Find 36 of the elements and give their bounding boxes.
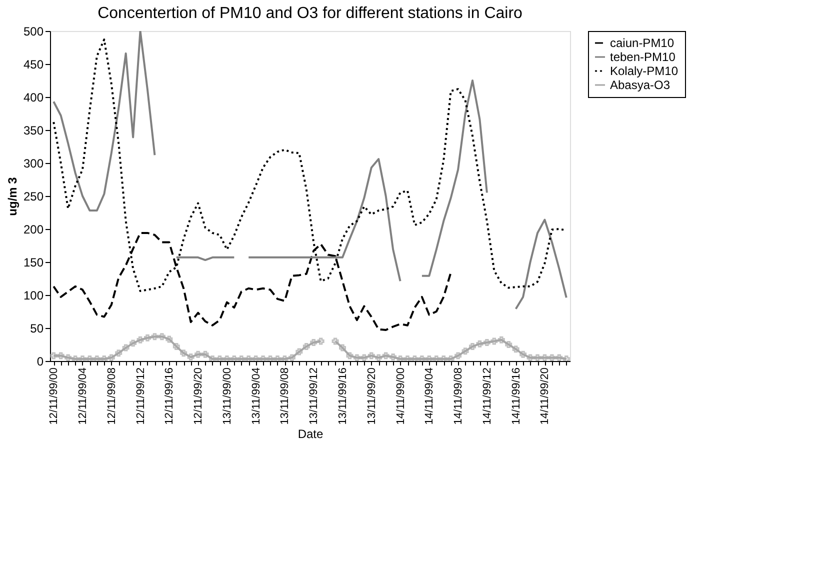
x-tick-label: 13/11/99/20 <box>366 368 378 425</box>
x-axis-title: Date <box>298 426 324 441</box>
y-tick-label: 0 <box>36 354 44 368</box>
chart-title: Concentertion of PM10 and O3 for different stations in Cairo <box>98 5 523 22</box>
x-tick-label: 14/11/99/12 <box>481 368 494 425</box>
y-tick-label: 100 <box>23 288 44 302</box>
legend-label: teben-PM10 <box>610 50 676 64</box>
x-tick-label: 13/11/99/12 <box>308 368 320 425</box>
y-tick-label: 250 <box>23 190 44 204</box>
x-tick-label: 14/11/99/00 <box>394 368 407 425</box>
y-tick-label: 500 <box>23 24 44 38</box>
x-tick-label: 14/11/99/08 <box>452 368 465 425</box>
y-tick-label: 150 <box>23 256 44 270</box>
y-tick-label: 450 <box>23 58 44 72</box>
y-tick-label: 200 <box>23 222 44 236</box>
x-tick-label: 14/11/99/04 <box>424 368 436 425</box>
x-tick-label: 14/11/99/20 <box>539 368 552 425</box>
y-axis-title: ug/m 3 <box>5 176 20 216</box>
x-tick-label: 13/11/99/00 <box>221 368 234 425</box>
x-tick-label: 12/11/99/20 <box>192 368 205 425</box>
y-tick-label: 300 <box>23 156 44 170</box>
x-tick-label: 14/11/99/16 <box>510 368 522 425</box>
x-tick-label: 13/11/99/04 <box>250 368 262 425</box>
y-tick-label: 400 <box>23 90 44 104</box>
x-tick-label: 13/11/99/16 <box>337 368 349 425</box>
x-tick-label: 12/11/99/08 <box>106 368 118 425</box>
legend-label: caiun-PM10 <box>610 36 674 50</box>
legend-label: Kolaly-PM10 <box>610 64 678 78</box>
y-tick-label: 50 <box>30 322 44 336</box>
x-tick-label: 13/11/99/08 <box>279 368 292 425</box>
x-tick-label: 12/11/99/00 <box>48 368 60 425</box>
x-tick-label: 12/11/99/04 <box>77 368 89 425</box>
x-tick-label: 12/11/99/16 <box>164 368 176 425</box>
legend-label: Abasya-O3 <box>610 78 670 92</box>
y-tick-label: 350 <box>23 124 44 138</box>
x-tick-label: 12/11/99/12 <box>134 368 147 425</box>
